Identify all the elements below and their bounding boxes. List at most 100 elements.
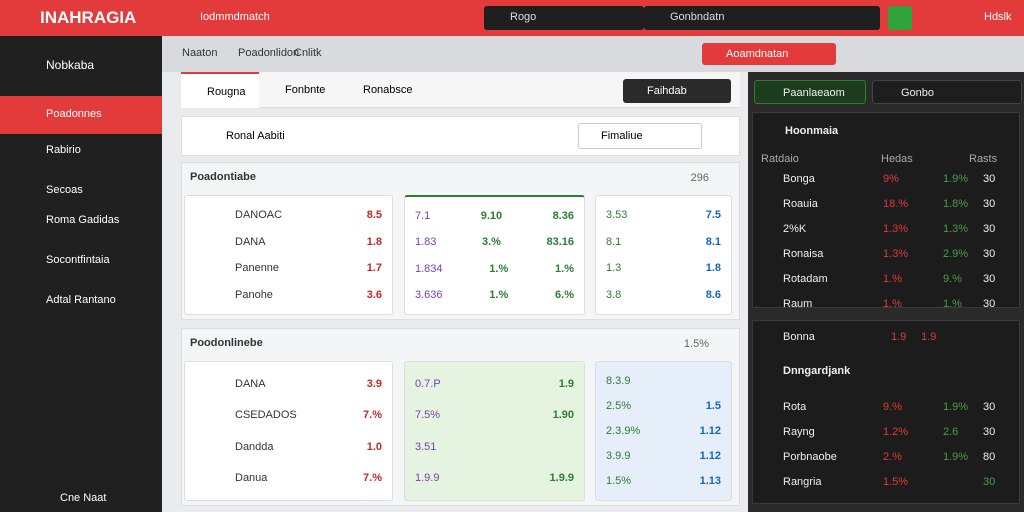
- sidebar-item[interactable]: Secoas: [46, 184, 83, 196]
- section-title: Poodonlinebe: [190, 337, 263, 349]
- sidebar-item[interactable]: Roma Gadidas: [46, 214, 120, 226]
- card-row[interactable]: 2.3.9% 1.12: [606, 425, 721, 437]
- lead-cell: Bonna: [783, 331, 815, 343]
- table-cell: 30: [983, 273, 996, 285]
- card-value: DANOAC: [235, 209, 283, 222]
- table-cell: 1.3%: [943, 223, 969, 235]
- search-right[interactable]: Gonbndatn: [644, 6, 880, 30]
- card-row[interactable]: DANA 3.9: [195, 378, 382, 390]
- subbar-link[interactable]: Cnlitk: [294, 47, 322, 59]
- subbar-link[interactable]: Naaton: [182, 47, 218, 59]
- card-value: 1.13: [699, 475, 721, 488]
- card-value: 83.16: [546, 236, 574, 249]
- card-value: 1.%: [489, 288, 509, 301]
- card-value: 7.5: [705, 209, 721, 222]
- card-row[interactable]: 1.3 1.8: [606, 262, 721, 274]
- card-value: 1.5%: [606, 475, 632, 488]
- card-row[interactable]: 2.5% 1.5: [606, 400, 721, 412]
- card-row[interactable]: 1.9.9 1.9.9: [415, 472, 574, 484]
- tab[interactable]: Iodmmdmatch: [200, 11, 270, 23]
- sidebar-item[interactable]: Poadonnes: [0, 96, 162, 134]
- card-value: 1.9.9: [415, 472, 440, 485]
- card-value: 9.10: [480, 210, 503, 223]
- table-cell: Rangria: [783, 476, 822, 488]
- card-row[interactable]: 1.834 1.% 1.%: [415, 263, 574, 275]
- table-cell: Porbnaobe: [783, 451, 837, 463]
- card-value: 1.%: [555, 262, 574, 275]
- card-value: 8.5: [366, 209, 382, 222]
- card-row[interactable]: 1.5% 1.13: [606, 475, 721, 487]
- subbar-link[interactable]: Poadonlidon: [238, 47, 300, 59]
- card-row[interactable]: DANOAC 8.5: [195, 209, 382, 221]
- lead-cell: 1.9: [921, 331, 937, 343]
- card-value: CSEDADOS: [235, 409, 297, 422]
- card-value: Danua: [235, 472, 268, 485]
- card-row[interactable]: Dandda 1.0: [195, 441, 382, 453]
- card-value: 1.9.9: [549, 472, 574, 485]
- card-row[interactable]: Danua 7.%: [195, 472, 382, 484]
- card-row[interactable]: 0.7.P 1.9: [415, 378, 574, 390]
- sidebar-item[interactable]: Adtal Rantano: [46, 294, 116, 306]
- sidebar-footer[interactable]: Cne Naat: [60, 492, 107, 504]
- search-row: Ronal Aabiti Fimaliue: [181, 116, 740, 156]
- main: Faihdab Rougna Fonbnte Ronabsce Ronal Aabi…: [175, 72, 740, 512]
- sidebar-item[interactable]: Rabirio: [46, 144, 81, 156]
- table-cell: Bonga: [783, 173, 815, 185]
- card-value: 1.9: [558, 377, 574, 390]
- card-row[interactable]: 3.9.9 1.12: [606, 450, 721, 462]
- card-row[interactable]: 3.53 7.5: [606, 209, 721, 221]
- card-row[interactable]: 7.1 9.10 8.36: [415, 210, 574, 222]
- card-value: 1.8: [705, 262, 721, 275]
- card-value: 3.53: [606, 209, 628, 222]
- card-row[interactable]: CSEDADOS 7.%: [195, 409, 382, 421]
- section-title: Poadontiabe: [190, 171, 257, 183]
- card-row[interactable]: 8.3.9: [606, 375, 721, 387]
- sidebar-item[interactable]: Socontfintaia: [46, 254, 110, 266]
- user-name[interactable]: Hdslk: [984, 11, 1012, 23]
- table-cell: 1.%: [943, 298, 962, 310]
- table-cell: 1.%: [883, 298, 902, 310]
- card-row[interactable]: DANA 1.8: [195, 236, 382, 248]
- card-row[interactable]: Panohe 3.6: [195, 289, 382, 301]
- section: Poodonlinebe 1.5% DANA 3.9 CSEDADOS 7.% Dandda…: [181, 328, 740, 506]
- table-cell: 9.%: [943, 273, 962, 285]
- subbar-button[interactable]: Aoamdnatan: [702, 43, 836, 65]
- table-cell: Rota: [783, 401, 807, 413]
- table-cell: 9.%: [883, 401, 902, 413]
- card-row[interactable]: 1.83 3.% 83.16: [415, 236, 574, 248]
- tab[interactable]: Ronabsce: [363, 84, 413, 96]
- card-row[interactable]: 8.1 8.1: [606, 236, 721, 248]
- table-cell: Rayng: [783, 426, 815, 438]
- card-row[interactable]: 3.8 8.6: [606, 289, 721, 301]
- tab-button[interactable]: Faihdab: [623, 79, 731, 103]
- card: 0.7.P 1.9 7.5% 1.90 3.51 1.9.9 1.9.9: [404, 361, 585, 501]
- tab[interactable]: Fonbnte: [285, 84, 326, 96]
- card-row[interactable]: 3.51: [415, 441, 574, 453]
- panel-button[interactable]: Gonbo: [872, 80, 1022, 104]
- table-cell: Ronaisa: [783, 248, 824, 260]
- card-value: 1.3: [606, 262, 622, 275]
- table-cell: 30: [983, 198, 996, 210]
- table-cell: 30: [983, 223, 996, 235]
- card-row[interactable]: 7.5% 1.90: [415, 409, 574, 421]
- add-button[interactable]: [888, 6, 912, 30]
- table-cell: 9%: [883, 173, 899, 185]
- card-value: 0.7.P: [415, 377, 441, 390]
- search-left[interactable]: Rogo: [484, 6, 644, 30]
- sidebar: Nobkaba Cne Naat Poadonnes Rabirio Secoas R…: [0, 36, 162, 512]
- card-value: 1.83: [415, 236, 437, 249]
- card-row[interactable]: 3.636 1.% 6.%: [415, 289, 574, 301]
- table-cell: 80: [983, 451, 996, 463]
- table-cell: 1.2%: [883, 426, 909, 438]
- card-value: 8.6: [705, 288, 721, 301]
- card-row[interactable]: Panenne 1.7: [195, 262, 382, 274]
- card: 8.3.9 2.5% 1.5 2.3.9% 1.12 3.9.9 1.12 1.5% 1.13: [595, 361, 732, 501]
- panel-button[interactable]: Paanlaeaom: [754, 80, 866, 104]
- card-value: 1.12: [699, 450, 721, 463]
- table-cell: 30: [983, 248, 996, 260]
- tab[interactable]: Rougna: [181, 72, 259, 108]
- filter-field[interactable]: Fimaliue: [578, 123, 702, 149]
- card-value: 7.%: [363, 472, 382, 485]
- search-field[interactable]: Ronal Aabiti: [226, 130, 285, 142]
